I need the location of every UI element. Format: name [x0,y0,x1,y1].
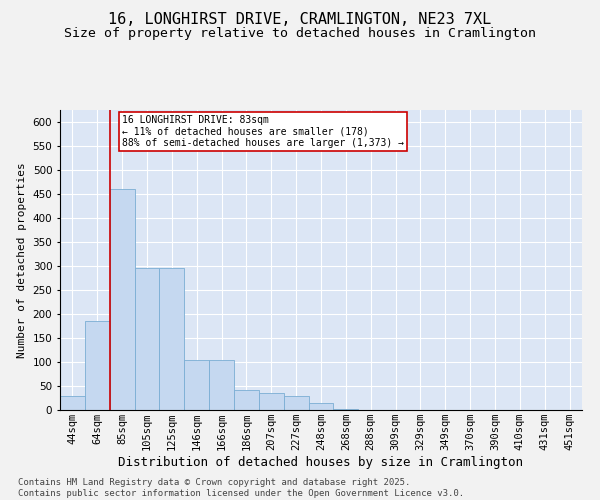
Bar [85,321,110,410]
Y-axis label: Number of detached properties: Number of detached properties [17,162,27,358]
Bar [234,390,259,410]
Bar [110,189,134,410]
Bar [209,360,234,410]
Bar [284,396,308,410]
Text: Size of property relative to detached houses in Cramlington: Size of property relative to detached ho… [64,28,536,40]
Bar [160,268,184,410]
Bar [184,360,209,410]
Bar [308,403,334,410]
Bar [259,393,284,410]
X-axis label: Distribution of detached houses by size in Cramlington: Distribution of detached houses by size … [119,456,523,469]
Bar [134,268,160,410]
Text: 16, LONGHIRST DRIVE, CRAMLINGTON, NE23 7XL: 16, LONGHIRST DRIVE, CRAMLINGTON, NE23 7… [109,12,491,28]
Text: 16 LONGHIRST DRIVE: 83sqm
← 11% of detached houses are smaller (178)
88% of semi: 16 LONGHIRST DRIVE: 83sqm ← 11% of detac… [122,115,404,148]
Text: Contains HM Land Registry data © Crown copyright and database right 2025.
Contai: Contains HM Land Registry data © Crown c… [18,478,464,498]
Bar [334,409,358,410]
Bar [60,396,85,410]
